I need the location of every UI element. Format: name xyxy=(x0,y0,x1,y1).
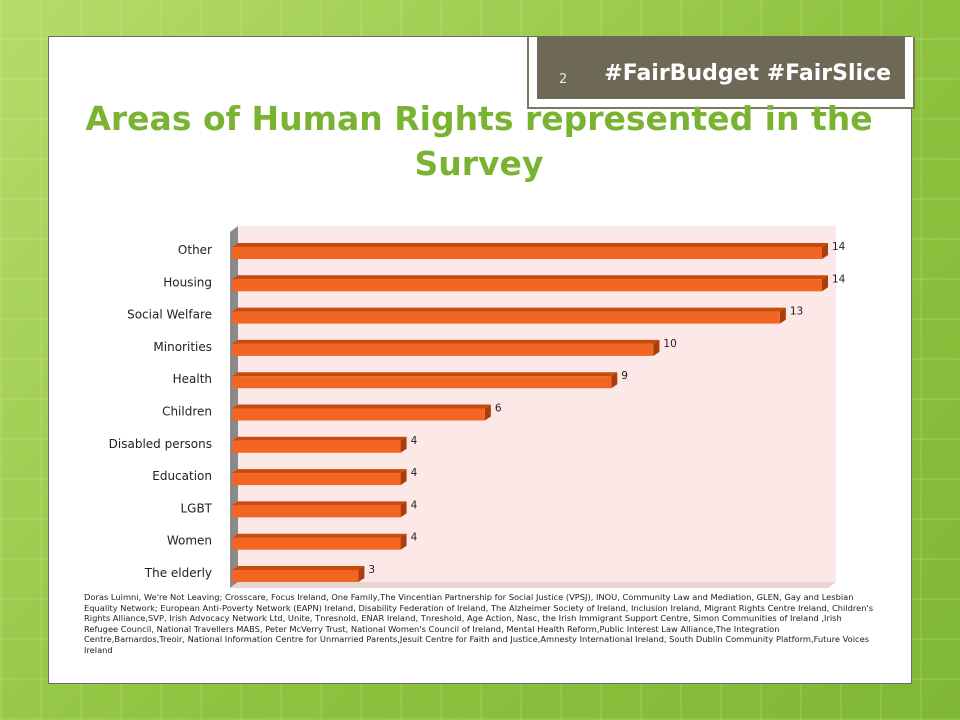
bar-2 xyxy=(232,311,780,324)
sources-text: Doras Luimni, We're Not Leaving; Crossca… xyxy=(84,592,874,655)
bar-top-10 xyxy=(232,566,365,570)
bar-end-9 xyxy=(400,533,407,550)
value-label-4: 9 xyxy=(621,370,628,382)
bar-3 xyxy=(232,343,654,356)
bar-1 xyxy=(232,279,822,292)
bar-top-4 xyxy=(232,372,618,377)
bar-chart: Other 14 Housing 14 Social Welfare 13 Minoriti… xyxy=(109,226,846,588)
bar-top-8 xyxy=(232,501,407,506)
category-label-0: Other xyxy=(178,243,212,257)
category-label-3: Minorities xyxy=(153,340,212,354)
value-label-3: 10 xyxy=(663,338,676,350)
bar-end-1 xyxy=(822,275,828,292)
value-label-6: 4 xyxy=(411,435,418,447)
category-label-9: Women xyxy=(167,534,212,548)
category-label-10: The elderly xyxy=(144,566,212,580)
bar-10 xyxy=(232,570,359,582)
value-label-2: 13 xyxy=(790,306,803,318)
category-label-6: Disabled persons xyxy=(109,437,212,451)
bar-8 xyxy=(232,505,401,518)
bar-end-4 xyxy=(611,372,618,389)
bar-end-0 xyxy=(822,243,828,259)
value-label-9: 4 xyxy=(411,532,418,544)
bar-end-7 xyxy=(400,469,407,486)
bar-top-7 xyxy=(232,469,407,474)
hashtag-text: #FairBudget #FairSlice xyxy=(604,61,891,86)
bar-end-3 xyxy=(653,339,660,356)
bar-top-5 xyxy=(232,404,491,409)
bar-6 xyxy=(232,440,401,453)
bar-4 xyxy=(232,376,612,389)
bar-top-1 xyxy=(232,275,828,280)
value-label-1: 14 xyxy=(832,273,846,285)
value-label-0: 14 xyxy=(832,241,846,253)
category-label-2: Social Welfare xyxy=(127,308,212,322)
value-label-7: 4 xyxy=(411,467,418,479)
bar-9 xyxy=(232,537,401,550)
category-label-7: Education xyxy=(152,469,212,483)
category-label-8: LGBT xyxy=(180,501,212,515)
category-label-4: Health xyxy=(173,372,212,386)
bar-end-2 xyxy=(779,307,786,324)
category-label-5: Children xyxy=(162,405,212,419)
bar-end-6 xyxy=(400,436,407,453)
bar-0 xyxy=(232,247,822,259)
bar-end-5 xyxy=(484,404,491,421)
bar-top-3 xyxy=(232,339,660,344)
bar-top-6 xyxy=(232,436,407,441)
bar-top-2 xyxy=(232,307,786,312)
slide-number: 2 xyxy=(559,72,568,87)
bar-top-0 xyxy=(232,243,828,247)
value-label-10: 3 xyxy=(368,564,375,576)
bar-top-9 xyxy=(232,533,407,538)
value-label-8: 4 xyxy=(411,499,418,511)
plot-floor xyxy=(230,582,836,588)
bar-7 xyxy=(232,473,401,486)
slide-title: Areas of Human Rights represented in the… xyxy=(85,99,873,183)
value-label-5: 6 xyxy=(495,403,502,415)
category-label-1: Housing xyxy=(163,275,212,289)
bar-end-10 xyxy=(358,566,365,582)
bar-end-8 xyxy=(400,501,407,518)
hashtag-banner-fill: 2 #FairBudget #FairSlice xyxy=(537,37,905,99)
hashtag-banner: 2 #FairBudget #FairSlice xyxy=(527,37,915,109)
bar-5 xyxy=(232,408,485,421)
